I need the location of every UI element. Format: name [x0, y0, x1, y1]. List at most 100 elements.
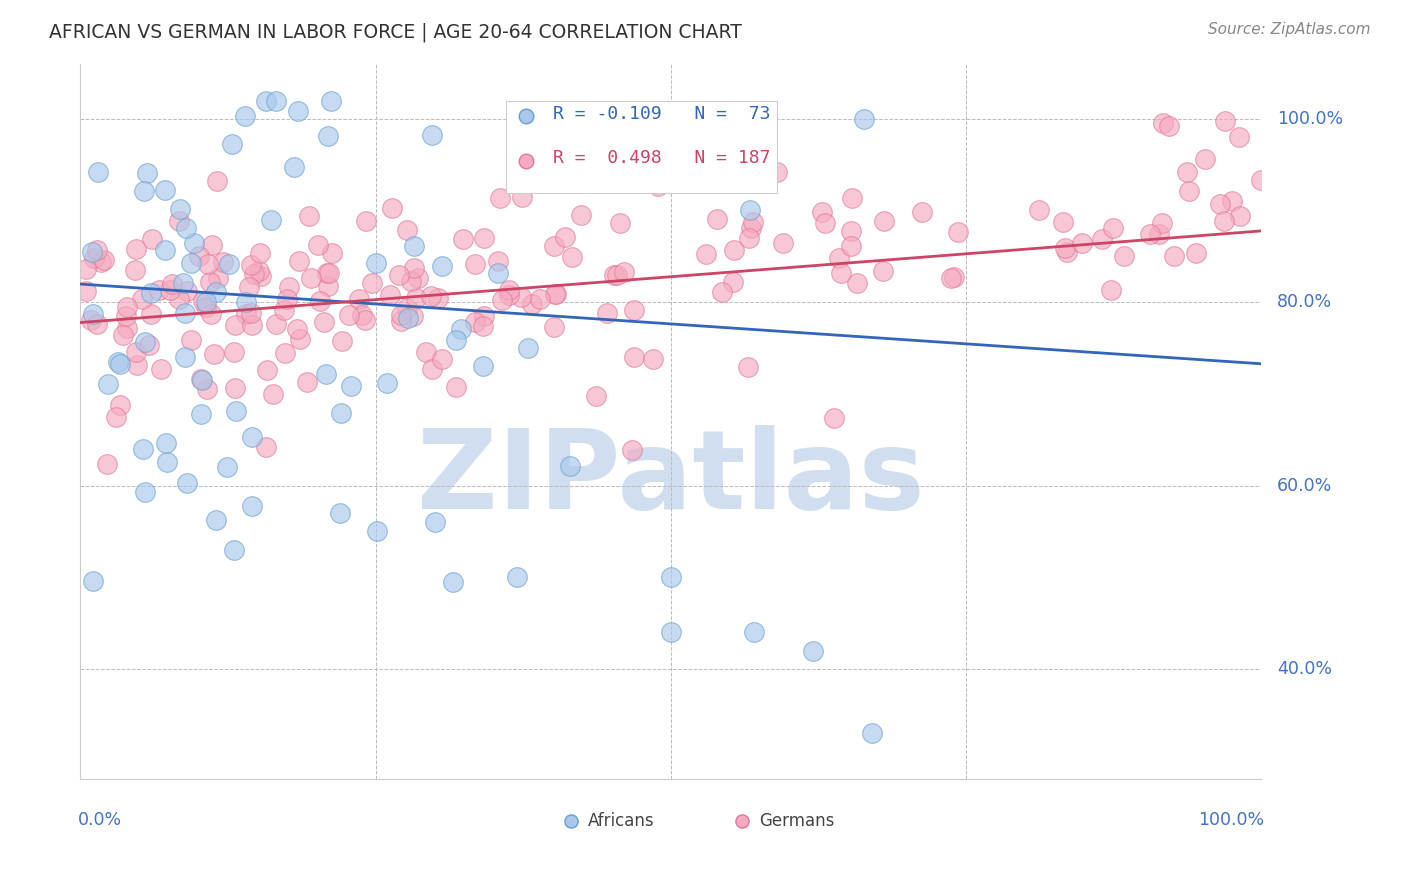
- Point: [83, 252, 105, 266]
- Point: [180, 256, 202, 270]
- Point: [498, 284, 520, 298]
- Point: [1099, 283, 1122, 297]
- Point: [515, 235, 537, 250]
- Point: [529, 292, 551, 306]
- Point: [1185, 245, 1208, 260]
- Point: [1163, 248, 1185, 262]
- Point: [240, 258, 263, 272]
- Point: [111, 328, 134, 343]
- Point: [402, 239, 425, 253]
- Point: [233, 110, 256, 124]
- Point: [623, 350, 645, 364]
- Point: [108, 357, 131, 371]
- Point: [202, 347, 225, 361]
- Point: [405, 291, 427, 305]
- Point: [520, 297, 543, 311]
- Point: [450, 322, 472, 336]
- Point: [204, 513, 226, 527]
- Point: [361, 276, 384, 290]
- Text: ZIPatlas: ZIPatlas: [418, 425, 925, 533]
- Point: [464, 257, 486, 271]
- Point: [395, 301, 418, 315]
- Point: [190, 407, 212, 421]
- Point: [544, 287, 567, 301]
- Point: [659, 570, 682, 584]
- Point: [240, 500, 263, 514]
- Point: [471, 359, 494, 373]
- Point: [156, 455, 179, 469]
- Point: [451, 232, 474, 246]
- Point: [321, 246, 343, 260]
- Point: [240, 306, 263, 320]
- Point: [706, 212, 728, 227]
- Point: [283, 160, 305, 174]
- Point: [554, 229, 576, 244]
- Point: [224, 380, 246, 394]
- Point: [264, 94, 287, 108]
- Point: [621, 443, 644, 458]
- Point: [347, 293, 370, 307]
- Point: [107, 355, 129, 369]
- Point: [205, 173, 228, 187]
- Point: [132, 184, 155, 198]
- Point: [150, 362, 173, 376]
- Point: [737, 359, 759, 374]
- Point: [1220, 194, 1243, 209]
- Point: [489, 191, 512, 205]
- Point: [464, 315, 486, 329]
- Point: [396, 310, 419, 325]
- Point: [238, 280, 260, 294]
- Point: [141, 307, 163, 321]
- Point: [396, 223, 419, 237]
- Text: 60.0%: 60.0%: [1277, 476, 1331, 495]
- Point: [316, 129, 339, 144]
- Point: [96, 457, 118, 471]
- Point: [841, 224, 863, 238]
- Point: [378, 287, 401, 301]
- Point: [603, 268, 626, 283]
- Point: [1070, 236, 1092, 251]
- Point: [741, 215, 763, 229]
- Point: [314, 315, 336, 329]
- Point: [941, 271, 963, 285]
- Point: [224, 318, 246, 333]
- Point: [276, 292, 298, 306]
- Text: R = -0.109   N =  73: R = -0.109 N = 73: [553, 105, 770, 123]
- Point: [498, 288, 520, 302]
- Point: [415, 345, 437, 359]
- Point: [243, 267, 266, 281]
- Point: [772, 235, 794, 250]
- Text: AFRICAN VS GERMAN IN LABOR FORCE | AGE 20-64 CORRELATION CHART: AFRICAN VS GERMAN IN LABOR FORCE | AGE 2…: [49, 22, 742, 42]
- Point: [486, 254, 509, 268]
- Point: [1091, 232, 1114, 246]
- Point: [309, 293, 332, 308]
- Point: [330, 334, 353, 348]
- Point: [486, 266, 509, 280]
- Point: [278, 280, 301, 294]
- Point: [444, 380, 467, 394]
- Point: [176, 476, 198, 491]
- Point: [194, 300, 217, 314]
- Point: [491, 293, 513, 307]
- Point: [318, 267, 340, 281]
- Point: [222, 344, 245, 359]
- Point: [366, 255, 388, 269]
- Point: [659, 625, 682, 640]
- Point: [159, 283, 181, 297]
- Point: [117, 321, 139, 335]
- Point: [110, 398, 132, 412]
- Point: [155, 243, 177, 257]
- Point: [841, 191, 863, 205]
- Point: [201, 238, 224, 252]
- Point: [80, 244, 103, 259]
- Point: [247, 264, 270, 278]
- Point: [207, 271, 229, 285]
- Point: [366, 524, 388, 538]
- Point: [138, 338, 160, 352]
- Point: [235, 295, 257, 310]
- Point: [872, 214, 894, 228]
- Point: [606, 268, 628, 282]
- Point: [221, 136, 243, 151]
- Point: [543, 239, 565, 253]
- Text: 100.0%: 100.0%: [1277, 110, 1343, 128]
